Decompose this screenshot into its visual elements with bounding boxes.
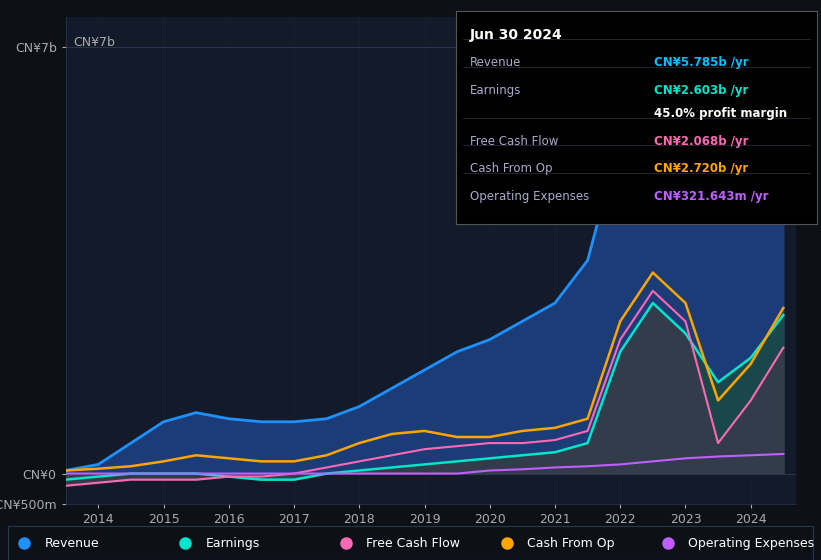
Text: 45.0% profit margin: 45.0% profit margin: [654, 107, 787, 120]
Text: Free Cash Flow: Free Cash Flow: [366, 536, 461, 550]
Text: Jun 30 2024: Jun 30 2024: [470, 28, 563, 42]
Text: CN¥2.720b /yr: CN¥2.720b /yr: [654, 162, 749, 175]
Text: Earnings: Earnings: [470, 83, 521, 96]
Text: CN¥321.643m /yr: CN¥321.643m /yr: [654, 190, 768, 203]
Text: Operating Expenses: Operating Expenses: [470, 190, 589, 203]
Text: Free Cash Flow: Free Cash Flow: [470, 134, 558, 148]
Text: Cash From Op: Cash From Op: [527, 536, 615, 550]
Text: CN¥2.603b /yr: CN¥2.603b /yr: [654, 83, 749, 96]
Text: Earnings: Earnings: [205, 536, 259, 550]
Text: CN¥7b: CN¥7b: [73, 36, 115, 49]
Text: CN¥2.068b /yr: CN¥2.068b /yr: [654, 134, 749, 148]
Text: CN¥5.785b /yr: CN¥5.785b /yr: [654, 56, 749, 69]
Text: Revenue: Revenue: [44, 536, 99, 550]
Text: Cash From Op: Cash From Op: [470, 162, 553, 175]
Text: Operating Expenses: Operating Expenses: [688, 536, 814, 550]
Text: Revenue: Revenue: [470, 56, 521, 69]
